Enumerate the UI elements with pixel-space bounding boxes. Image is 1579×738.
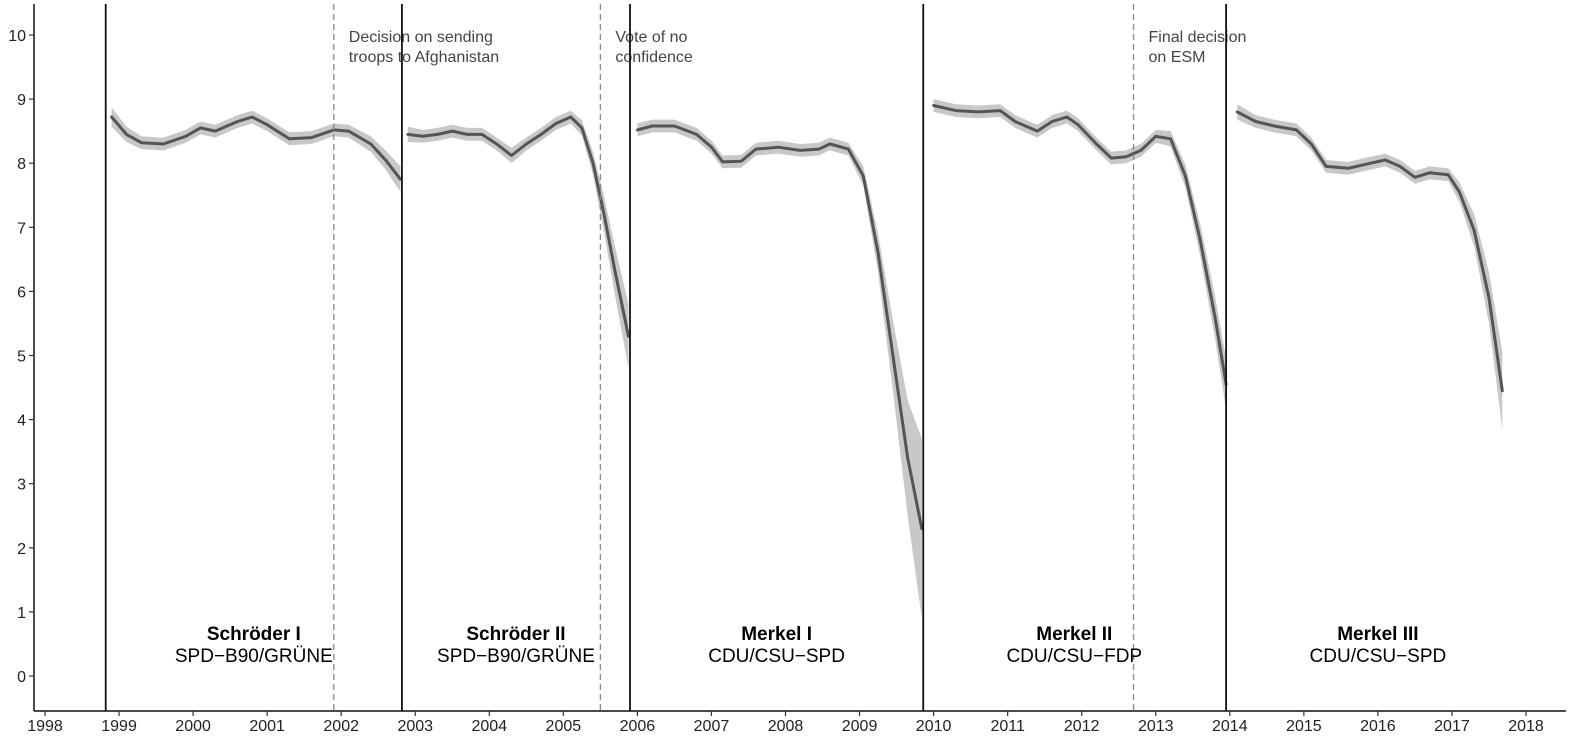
government-coalition-1: SPD−B90/GRÜNE [175, 646, 333, 667]
event-label-1-line-2: troops to Afghanistan [349, 49, 499, 66]
series-lines [110, 104, 1504, 531]
x-tick-label-2004: 2004 [472, 718, 508, 735]
x-tick-label-2010: 2010 [916, 718, 952, 735]
x-tick-label-2011: 2011 [990, 718, 1025, 735]
x-tick-label-1999: 1999 [101, 718, 137, 735]
x-tick-label-2001: 2001 [249, 718, 285, 735]
x-tick-label-2009: 2009 [842, 718, 878, 735]
government-coalition-5: CDU/CSU−SPD [1310, 646, 1447, 667]
y-tick-label-4: 4 [17, 413, 26, 430]
x-tick-label-2007: 2007 [694, 718, 730, 735]
y-tick-label-7: 7 [17, 220, 26, 237]
x-tick-label-2012: 2012 [1064, 718, 1100, 735]
event-label-3-line-2: on ESM [1149, 49, 1206, 66]
government-coalition-2: SPD−B90/GRÜNE [437, 646, 595, 667]
confidence-ribbon-1 [111, 107, 401, 192]
y-tick-label-5: 5 [17, 349, 26, 366]
y-tick-label-3: 3 [17, 477, 26, 494]
x-tick-label-2018: 2018 [1508, 718, 1544, 735]
x-tick-label-2013: 2013 [1138, 718, 1174, 735]
y-tick-label-10: 10 [8, 28, 26, 45]
y-tick-label-6: 6 [17, 284, 26, 301]
x-tick-label-2005: 2005 [546, 718, 582, 735]
series-line-2 [406, 115, 630, 338]
government-name-2: Schröder II [466, 624, 565, 645]
event-label-2-line-1: Vote of no [615, 29, 687, 46]
government-boundaries [104, 4, 1227, 711]
x-tick-label-2017: 2017 [1434, 718, 1470, 735]
government-name-4: Merkel II [1036, 624, 1112, 645]
confidence-ribbon-5 [1237, 104, 1503, 430]
series-line-5 [1235, 110, 1504, 393]
x-tick-label-2002: 2002 [323, 718, 359, 735]
government-coalition-3: CDU/CSU−SPD [708, 646, 845, 667]
government-name-5: Merkel III [1337, 624, 1418, 645]
confidence-ribbon-3 [637, 119, 922, 619]
x-tick-label-2000: 2000 [175, 718, 211, 735]
y-tick-label-2: 2 [17, 541, 26, 558]
event-label-3-line-1: Final decision [1149, 29, 1247, 46]
x-tick-label-2015: 2015 [1286, 718, 1322, 735]
government-name-3: Merkel I [741, 624, 812, 645]
government-name-1: Schröder I [207, 624, 301, 645]
government-coalition-4: CDU/CSU−FDP [1006, 646, 1142, 667]
confidence-ribbon-4 [933, 99, 1227, 410]
axes: 0 1 2 3 4 5 6 7 8 9 10 1998 1999 2000 2001 2002 2003 2004… [8, 4, 1566, 735]
x-tick-label-2003: 2003 [397, 718, 433, 735]
x-tick-label-1998: 1998 [27, 718, 63, 735]
y-tick-label-0: 0 [17, 669, 26, 686]
y-tick-label-8: 8 [17, 156, 26, 173]
event-label-1-line-1: Decision on sending [349, 29, 493, 46]
y-tick-label-1: 1 [17, 605, 26, 622]
x-tick-label-2006: 2006 [620, 718, 656, 735]
y-tick-label-9: 9 [17, 92, 26, 109]
series-line-3 [635, 124, 924, 531]
series-line-1 [110, 115, 402, 181]
x-tick-label-2016: 2016 [1360, 718, 1396, 735]
event-label-2-line-2: confidence [615, 49, 692, 66]
x-tick-label-2014: 2014 [1212, 718, 1248, 735]
confidence-ribbons [111, 99, 1503, 619]
x-tick-label-2008: 2008 [768, 718, 804, 735]
event-markers: Decision on sending troops to Afghanistan… [333, 4, 1247, 711]
series-line-4 [932, 104, 1228, 386]
